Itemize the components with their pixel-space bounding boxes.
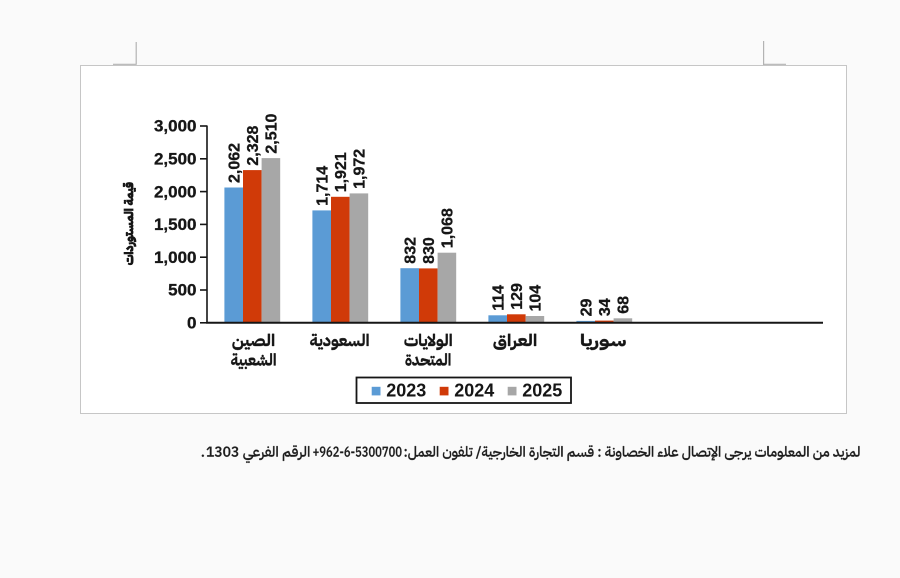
svg-text:1,972: 1,972 xyxy=(352,149,369,189)
svg-text:2,510: 2,510 xyxy=(264,113,281,153)
svg-text:830: 830 xyxy=(421,237,438,264)
svg-text:2024: 2024 xyxy=(454,381,494,401)
svg-text:114: 114 xyxy=(491,285,508,311)
svg-text:104: 104 xyxy=(528,285,545,312)
svg-text:1,500: 1,500 xyxy=(154,215,197,234)
svg-text:3,000: 3,000 xyxy=(154,117,197,136)
svg-text:34: 34 xyxy=(597,298,614,316)
svg-text:129: 129 xyxy=(509,283,526,310)
svg-text:1,068: 1,068 xyxy=(440,208,457,248)
svg-text:2,500: 2,500 xyxy=(154,150,197,169)
svg-text:1,921: 1,921 xyxy=(333,152,350,192)
svg-text:2,000: 2,000 xyxy=(154,182,197,201)
svg-text:2025: 2025 xyxy=(522,381,562,401)
svg-text:832: 832 xyxy=(403,237,420,264)
svg-text:500: 500 xyxy=(168,281,196,300)
svg-text:0: 0 xyxy=(187,314,196,333)
svg-text:68: 68 xyxy=(616,296,633,314)
svg-text:1,714: 1,714 xyxy=(315,166,332,206)
svg-text:2,062: 2,062 xyxy=(227,143,244,183)
svg-text:1,000: 1,000 xyxy=(154,248,197,267)
svg-text:29: 29 xyxy=(579,299,596,317)
svg-text:2023: 2023 xyxy=(386,381,426,401)
svg-text:2,328: 2,328 xyxy=(245,125,262,165)
